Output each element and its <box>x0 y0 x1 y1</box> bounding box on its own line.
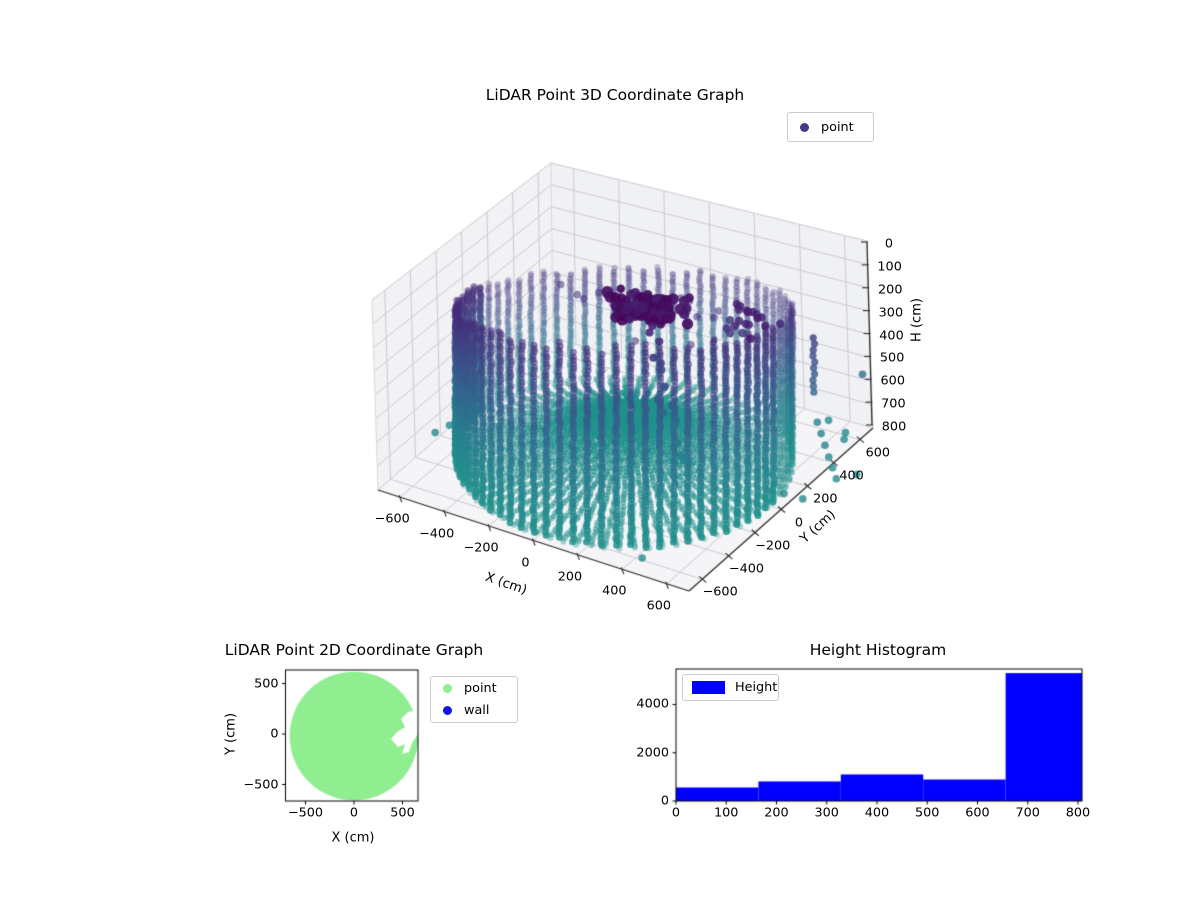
matplotlib-figure: LiDAR Point 3D Coordinate Graph point X … <box>0 0 1200 900</box>
plots-canvas <box>0 0 1200 900</box>
